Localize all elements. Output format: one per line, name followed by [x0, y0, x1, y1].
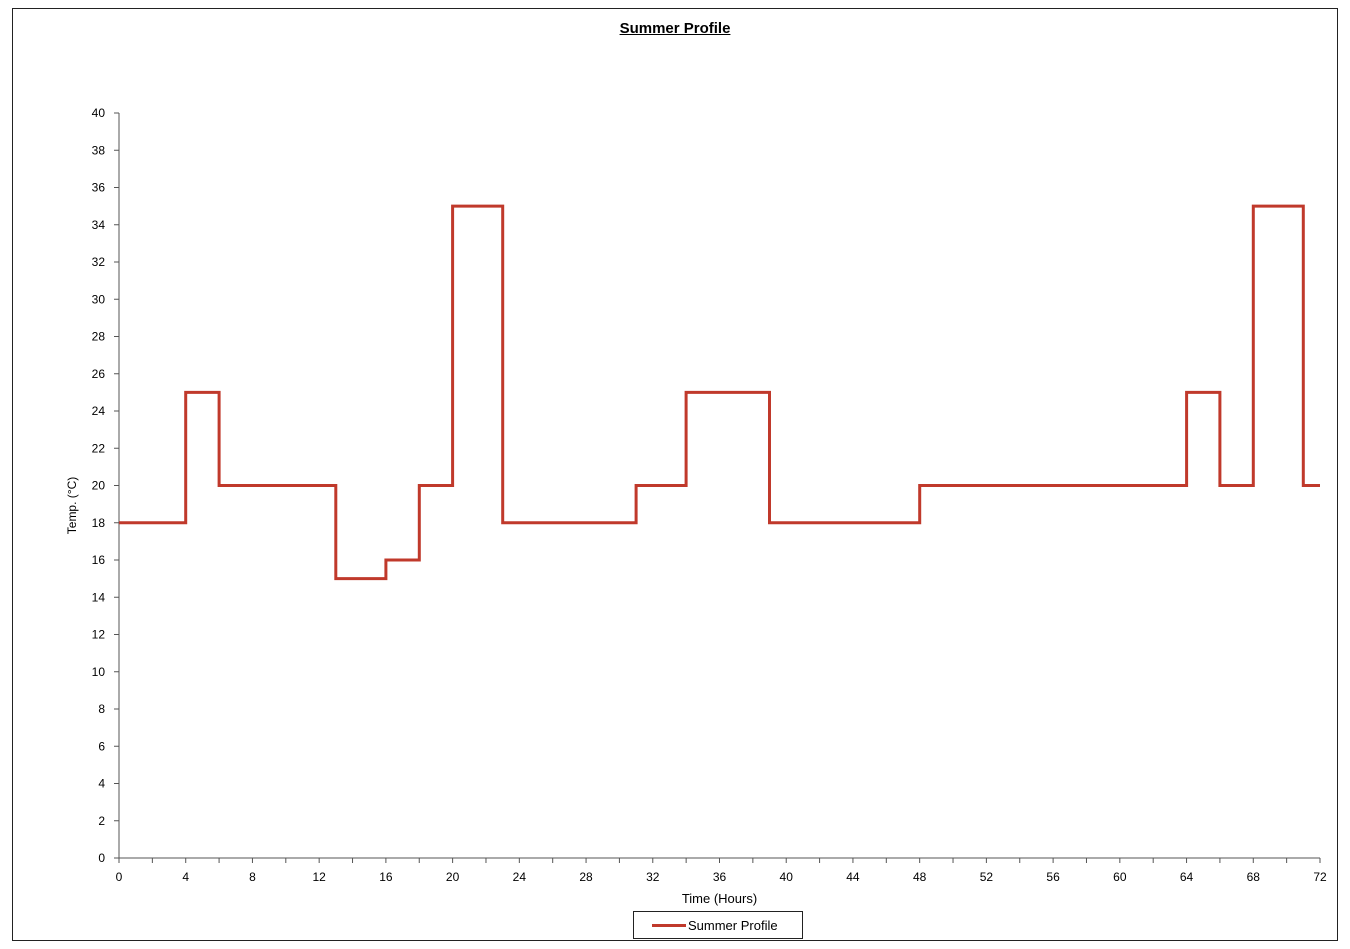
- legend-label: Summer Profile: [688, 917, 778, 933]
- y-tick-label: 30: [92, 292, 106, 306]
- y-tick-label: 14: [92, 590, 106, 604]
- y-tick-label: 6: [98, 739, 105, 753]
- y-axis-label: Temp. (°C): [65, 477, 79, 534]
- y-tick-label: 26: [92, 367, 106, 381]
- x-tick-label: 44: [846, 870, 860, 884]
- x-tick-label: 48: [913, 870, 927, 884]
- y-tick-label: 38: [92, 143, 106, 157]
- y-tick-label: 22: [92, 441, 106, 455]
- x-tick-label: 16: [379, 870, 393, 884]
- y-tick-label: 34: [92, 218, 106, 232]
- x-tick-label: 64: [1180, 870, 1194, 884]
- x-tick-label: 32: [646, 870, 660, 884]
- y-tick-label: 40: [92, 106, 106, 120]
- x-tick-label: 56: [1046, 870, 1060, 884]
- x-tick-label: 52: [980, 870, 994, 884]
- y-tick-label: 8: [98, 702, 105, 716]
- x-tick-label: 40: [780, 870, 794, 884]
- legend: Summer Profile: [633, 911, 803, 939]
- y-tick-label: 4: [98, 777, 105, 791]
- chart-title: Summer Profile: [619, 20, 731, 37]
- x-tick-label: 4: [182, 870, 189, 884]
- y-tick-label: 10: [92, 665, 106, 679]
- y-tick-label: 12: [92, 628, 106, 642]
- y-tick-label: 2: [98, 814, 105, 828]
- y-tick-label: 16: [92, 553, 106, 567]
- y-tick-label: 36: [92, 181, 106, 195]
- series-line-summer-profile: [119, 204, 1320, 581]
- x-tick-label: 36: [713, 870, 727, 884]
- x-tick-label: 8: [249, 870, 256, 884]
- x-axis-label: Time (Hours): [682, 891, 757, 906]
- x-tick-label: 28: [579, 870, 593, 884]
- y-tick-label: 20: [92, 479, 106, 493]
- y-tick-label: 32: [92, 255, 106, 269]
- x-tick-label: 20: [446, 870, 460, 884]
- chart-frame: [12, 8, 1338, 941]
- y-tick-label: 0: [98, 851, 105, 865]
- y-tick-label: 18: [92, 516, 106, 530]
- x-tick-label: 60: [1113, 870, 1127, 884]
- x-tick-label: 24: [513, 870, 527, 884]
- x-tick-label: 68: [1247, 870, 1261, 884]
- y-tick-label: 28: [92, 330, 106, 344]
- x-tick-label: 0: [116, 870, 123, 884]
- legend-swatch: [652, 923, 686, 927]
- x-tick-label: 12: [312, 870, 326, 884]
- x-tick-label: 72: [1313, 870, 1327, 884]
- y-tick-label: 24: [92, 404, 106, 418]
